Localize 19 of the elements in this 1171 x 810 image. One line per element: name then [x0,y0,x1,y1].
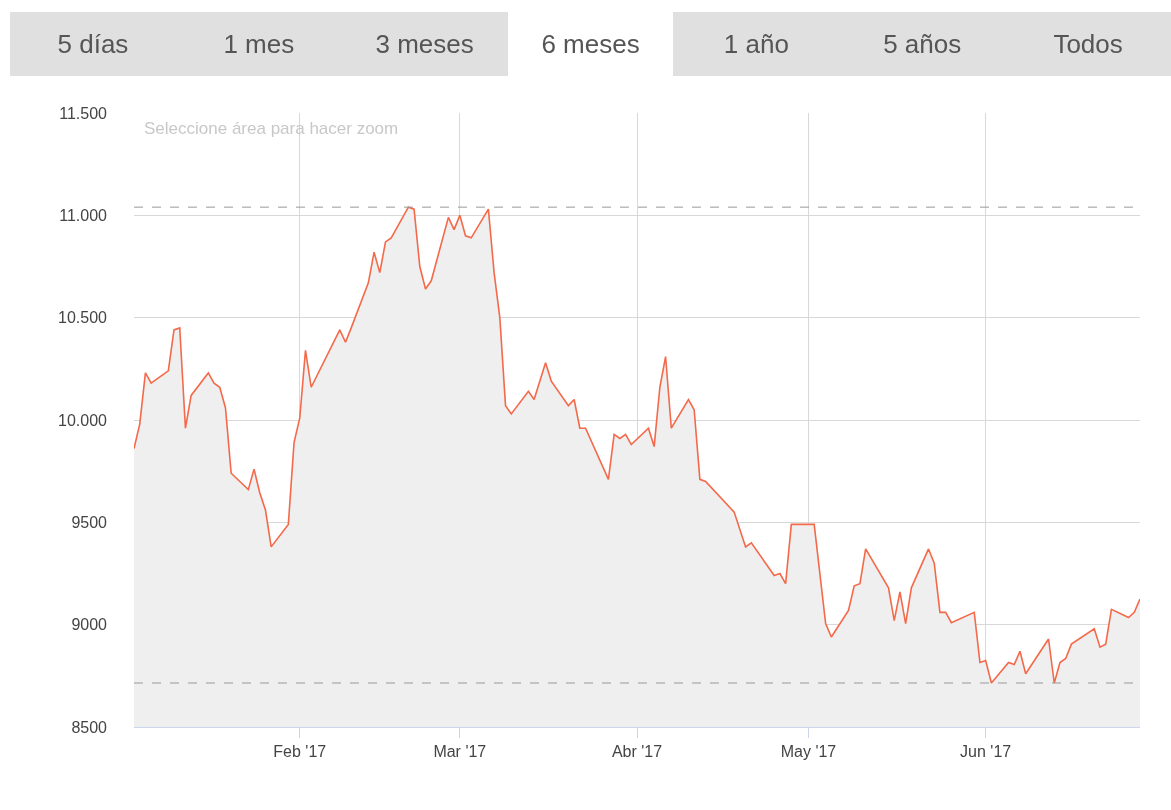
text: 1 mes [222,28,296,61]
y-tick-label: 11.500 [59,104,108,122]
y-tick-label: 11.000 [59,206,108,224]
y-tick-label: 9500 [71,513,108,531]
text: 1 año [722,28,790,61]
y-tick-label: 10.000 [58,411,108,429]
x-tick-label: Mar '17 [433,743,487,761]
text: 3 meses [374,28,475,61]
y-tick-label: 9000 [71,616,108,634]
x-tick-label: Feb '17 [273,743,327,761]
text: 6 meses [507,12,674,76]
text: Todos [1052,28,1124,61]
y-tick-label: 8500 [71,718,108,736]
x-tick-label: Abr '17 [611,743,663,761]
x-tick-label: May '17 [780,743,837,761]
text: 5 días [56,28,130,61]
x-tick-label: Jun '17 [960,743,1012,761]
y-tick-label: 10.500 [58,309,108,327]
text: 5 años [882,28,963,61]
